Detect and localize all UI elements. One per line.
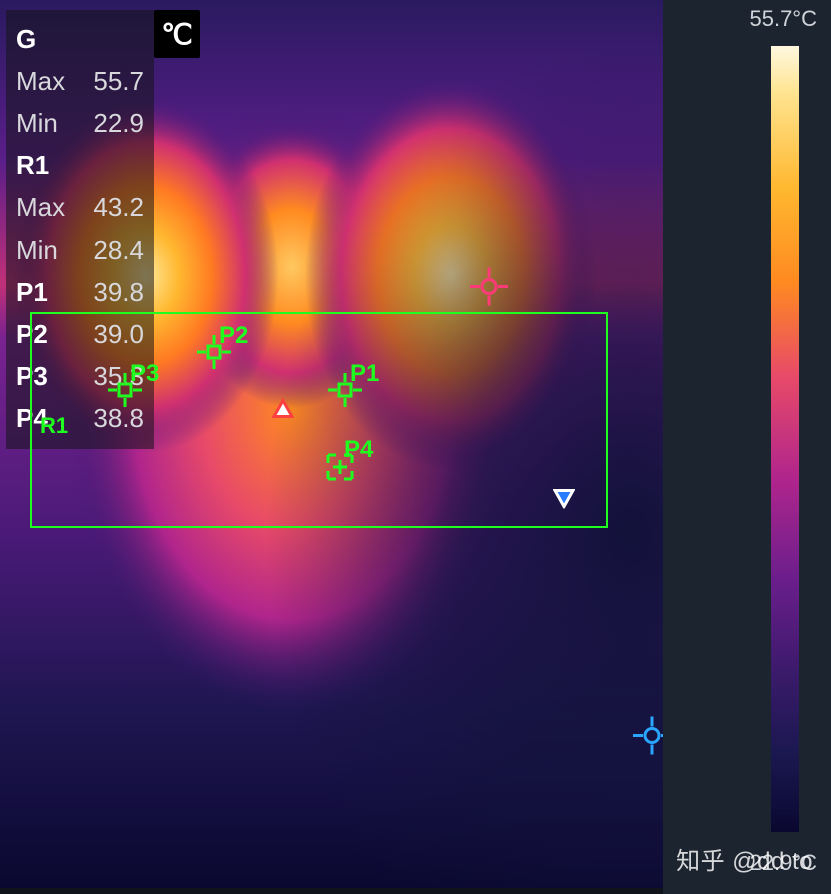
- crosshair-ring-icon: [470, 268, 508, 306]
- temperature-unit-badge: ℃: [154, 10, 200, 58]
- measure-row-r1-min: Min 28.4: [16, 229, 144, 271]
- measure-label: Max: [16, 186, 65, 228]
- triangle-down-icon: [553, 489, 575, 509]
- measure-row-g: G: [16, 18, 144, 60]
- region-label-r1: R1: [40, 413, 68, 439]
- measure-label: Min: [16, 229, 58, 271]
- region-max-marker: [272, 399, 294, 424]
- point-label: P1: [350, 360, 379, 388]
- measure-value: 28.4: [88, 229, 144, 271]
- measure-row-r1: R1: [16, 144, 144, 186]
- global-hotspot-marker: [470, 268, 508, 311]
- point-marker-p2[interactable]: P2: [197, 335, 231, 369]
- measure-row-g-max: Max 55.7: [16, 60, 144, 102]
- temperature-colorbar: [771, 46, 799, 832]
- point-marker-p3[interactable]: P3: [108, 373, 142, 407]
- side-panel: 55.7°C 22.9°C: [663, 0, 831, 894]
- point-label: P4: [344, 436, 373, 464]
- measure-label: R1: [16, 144, 49, 186]
- measure-value: 39.8: [88, 271, 144, 313]
- measure-row-r1-max: Max 43.2: [16, 186, 144, 228]
- measure-label: Max: [16, 60, 65, 102]
- source-watermark: 知乎 @dd to: [676, 841, 813, 876]
- measure-label: Min: [16, 102, 58, 144]
- point-marker-p4[interactable]: P4: [322, 449, 358, 485]
- region-rectangle-r1[interactable]: [30, 312, 608, 528]
- point-marker-p1[interactable]: P1: [328, 373, 362, 407]
- triangle-up-icon: [272, 399, 294, 419]
- point-label: P3: [130, 360, 159, 388]
- point-label: P2: [219, 322, 248, 350]
- measure-value: 55.7: [88, 60, 144, 102]
- measure-row-g-min: Min 22.9: [16, 102, 144, 144]
- thermal-image-area: ℃ G Max 55.7 Min 22.9 R1 Max 43.2 Min 28…: [0, 0, 663, 888]
- measure-label: P1: [16, 271, 48, 313]
- measure-row-p1: P1 39.8: [16, 271, 144, 313]
- scale-max-label: 55.7°C: [749, 6, 817, 32]
- measure-value: 22.9: [88, 102, 144, 144]
- region-min-marker: [553, 489, 575, 514]
- measure-label: G: [16, 18, 36, 60]
- measure-value: 43.2: [88, 186, 144, 228]
